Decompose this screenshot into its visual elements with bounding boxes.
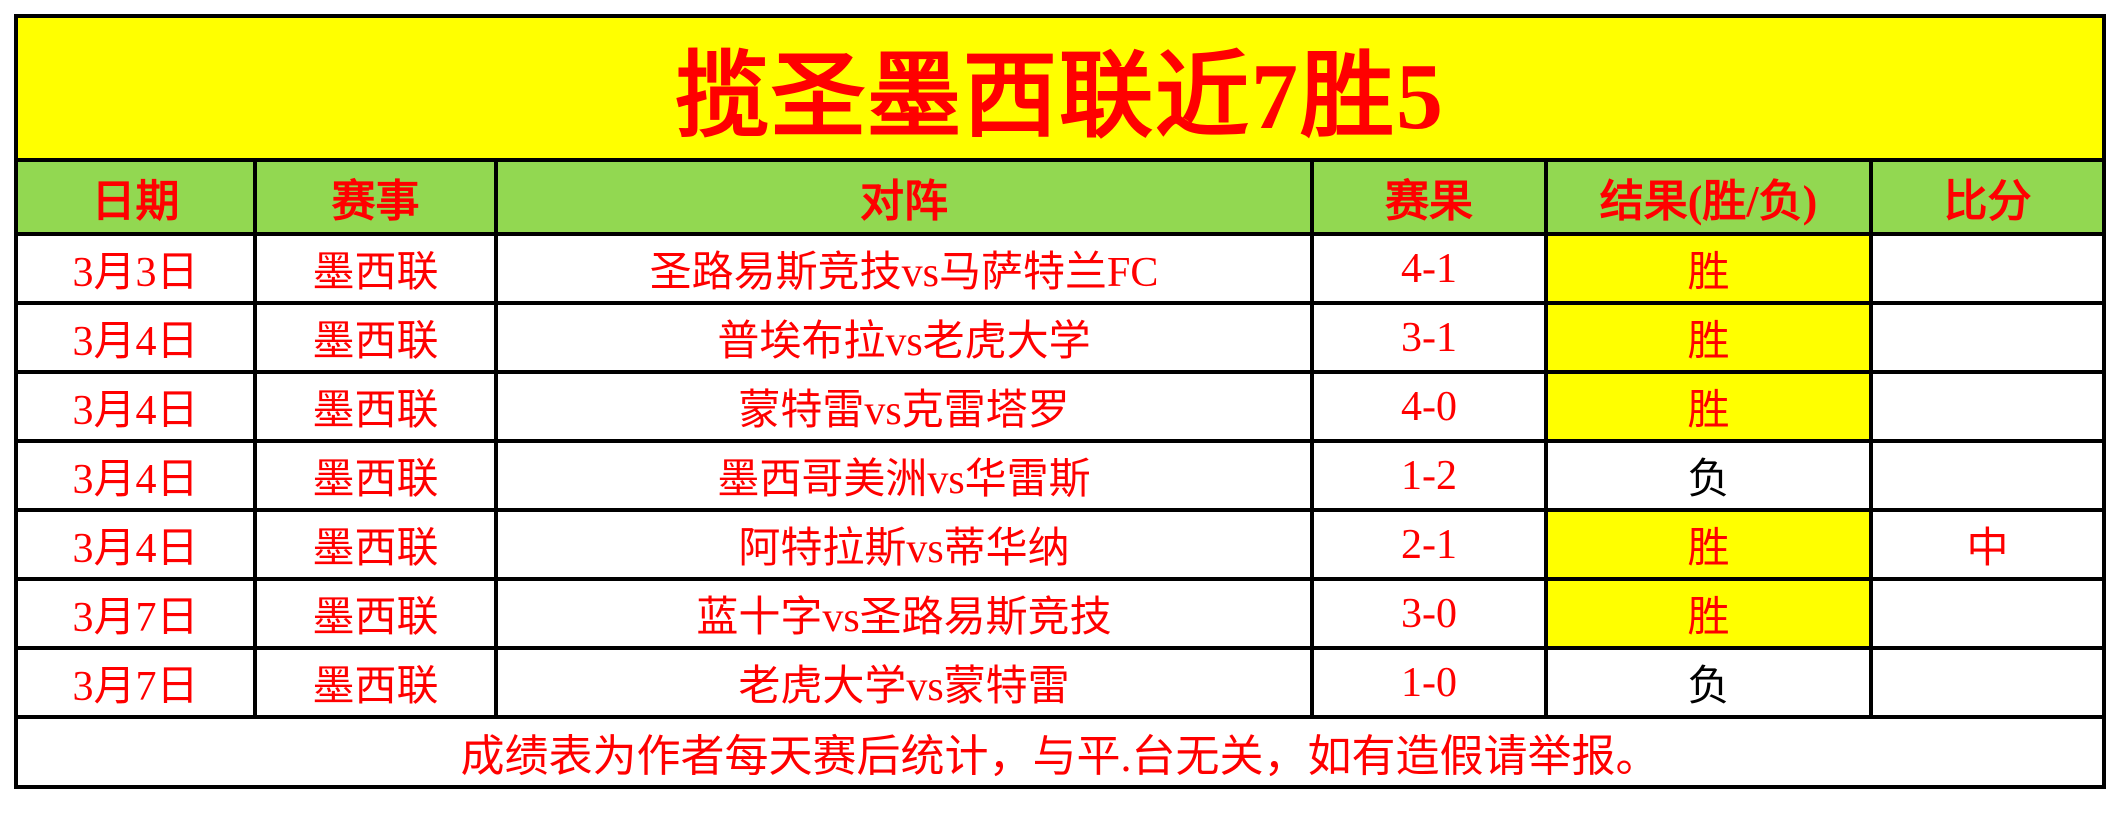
date-cell: 3月7日 (14, 646, 257, 719)
league-cell: 墨西联 (253, 370, 498, 443)
match-cell: 蒙特雷vs克雷塔罗 (494, 370, 1314, 443)
date-cell: 3月3日 (14, 232, 257, 305)
date-cell: 3月4日 (14, 301, 257, 374)
final-score-cell (1868, 646, 2107, 719)
match-cell: 普埃布拉vs老虎大学 (494, 301, 1314, 374)
page-title: 揽圣墨西联近7胜5 (13, 14, 2107, 162)
final-score-cell (1868, 232, 2107, 305)
league-cell: 墨西联 (253, 508, 498, 581)
column-header-league: 赛事 (253, 158, 498, 236)
table-row: 3月7日 墨西联 蓝十字vs圣路易斯竞技 3-0 胜 (14, 577, 2107, 650)
column-header-score: 赛果 (1310, 158, 1548, 236)
final-score-cell (1868, 439, 2107, 512)
match-cell: 墨西哥美洲vs华雷斯 (494, 439, 1314, 512)
result-cell: 胜 (1544, 232, 1873, 305)
results-sheet: 揽圣墨西联近7胜5 日期 赛事 对阵 赛果 结果(胜/负) 比分 3月3日 墨西… (13, 14, 2107, 789)
date-cell: 3月4日 (14, 439, 257, 512)
league-cell: 墨西联 (253, 232, 498, 305)
result-cell: 胜 (1544, 301, 1873, 374)
final-score-cell (1868, 301, 2107, 374)
match-cell: 阿特拉斯vs蒂华纳 (494, 508, 1314, 581)
result-cell: 胜 (1544, 508, 1873, 581)
result-cell: 胜 (1544, 577, 1873, 650)
column-header-result: 结果(胜/负) (1544, 158, 1873, 236)
column-header-final: 比分 (1868, 158, 2107, 236)
score-cell: 1-2 (1310, 439, 1548, 512)
table-row: 3月4日 墨西联 普埃布拉vs老虎大学 3-1 胜 (14, 301, 2107, 374)
column-header-match: 对阵 (494, 158, 1314, 236)
table-row: 3月3日 墨西联 圣路易斯竞技vs马萨特兰FC 4-1 胜 (14, 232, 2107, 305)
score-cell: 3-0 (1310, 577, 1548, 650)
league-cell: 墨西联 (253, 577, 498, 650)
match-results-table: 揽圣墨西联近7胜5 日期 赛事 对阵 赛果 结果(胜/负) 比分 3月3日 墨西… (13, 14, 2107, 789)
score-cell: 4-1 (1310, 232, 1548, 305)
table-row: 3月4日 墨西联 墨西哥美洲vs华雷斯 1-2 负 (14, 439, 2107, 512)
disclaimer-text: 成绩表为作者每天赛后统计，与平.台无关，如有造假请举报。 (13, 715, 2107, 789)
league-cell: 墨西联 (253, 646, 498, 719)
column-header-date: 日期 (14, 158, 257, 236)
result-cell: 负 (1544, 646, 1873, 719)
league-cell: 墨西联 (253, 301, 498, 374)
score-cell: 1-0 (1310, 646, 1548, 719)
final-score-cell (1868, 370, 2107, 443)
final-score-cell: 中 (1868, 508, 2107, 581)
result-cell: 胜 (1544, 370, 1873, 443)
league-cell: 墨西联 (253, 439, 498, 512)
date-cell: 3月4日 (14, 370, 257, 443)
table-row: 3月4日 墨西联 阿特拉斯vs蒂华纳 2-1 胜 中 (14, 508, 2107, 581)
table-row: 3月7日 墨西联 老虎大学vs蒙特雷 1-0 负 (14, 646, 2107, 719)
match-cell: 老虎大学vs蒙特雷 (494, 646, 1314, 719)
match-cell: 圣路易斯竞技vs马萨特兰FC (494, 232, 1314, 305)
title-row: 揽圣墨西联近7胜5 (13, 14, 2107, 162)
score-cell: 4-0 (1310, 370, 1548, 443)
table-header-row: 日期 赛事 对阵 赛果 结果(胜/负) 比分 (14, 158, 2107, 236)
date-cell: 3月4日 (14, 508, 257, 581)
match-cell: 蓝十字vs圣路易斯竞技 (494, 577, 1314, 650)
score-cell: 3-1 (1310, 301, 1548, 374)
date-cell: 3月7日 (14, 577, 257, 650)
result-cell: 负 (1544, 439, 1873, 512)
final-score-cell (1868, 577, 2107, 650)
disclaimer-row: 成绩表为作者每天赛后统计，与平.台无关，如有造假请举报。 (13, 715, 2107, 789)
score-cell: 2-1 (1310, 508, 1548, 581)
table-row: 3月4日 墨西联 蒙特雷vs克雷塔罗 4-0 胜 (14, 370, 2107, 443)
